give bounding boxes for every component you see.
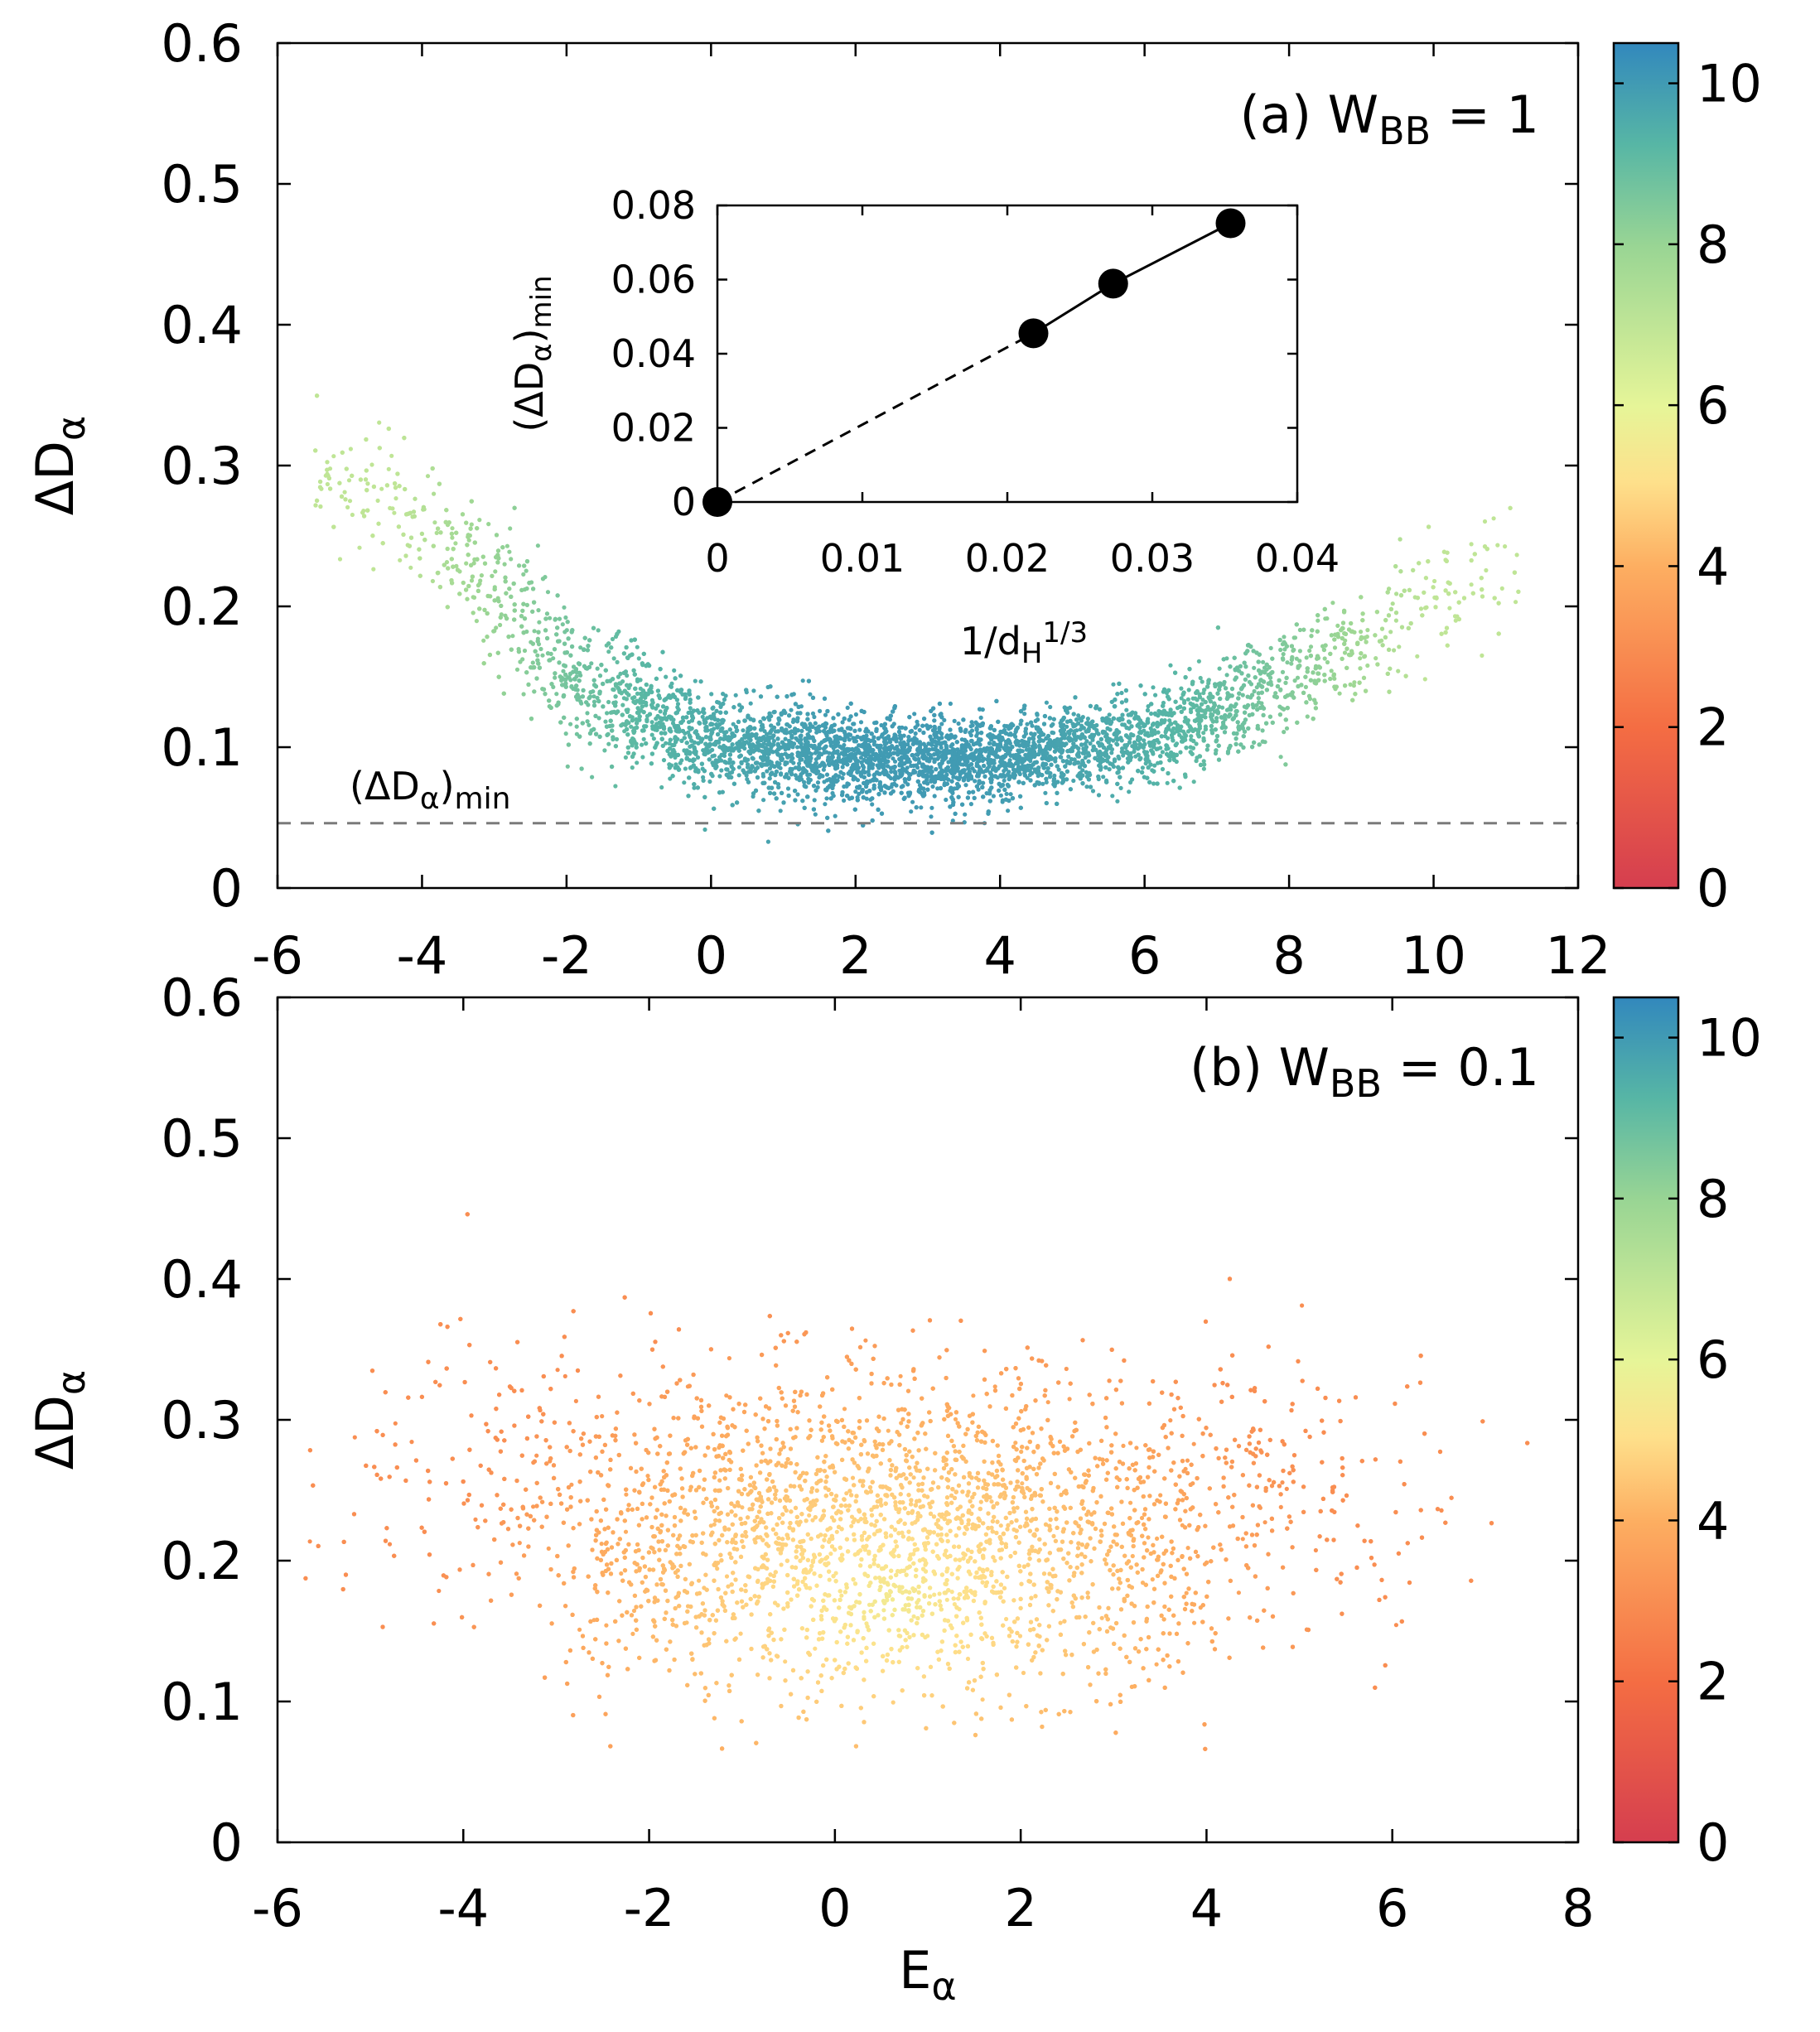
colorbar-tick-label: 4 <box>1697 536 1729 596</box>
panel-b-axes: -6 -4 -2 0 2 4 6 8 0 0.1 0.2 0.3 0.4 0.5 0.6 <box>161 968 1594 1938</box>
inset-background <box>717 205 1297 502</box>
colorbar-a-ticks: 0 2 4 6 8 10 <box>1614 54 1762 919</box>
colorbar-tick-label: 8 <box>1697 1169 1729 1229</box>
min-threshold-label: (ΔDα)min <box>350 764 510 816</box>
colorbar-tick-label: 2 <box>1697 697 1729 758</box>
x-tick-label: 2 <box>839 925 871 986</box>
colorbar-tick-label: 6 <box>1697 1330 1729 1390</box>
panel-a: (ΔDα)min -6 -4 -2 0 2 4 6 8 10 12 0 0.1 0.2 0.3 0.4 0.5… <box>25 13 1762 986</box>
inset-ylabel: (ΔDα)min <box>507 275 558 432</box>
x-tick-label: 8 <box>1562 1878 1594 1938</box>
colorbar-tick-label: 6 <box>1697 375 1729 436</box>
x-tick-label: 0 <box>695 925 727 986</box>
y-tick-label: 0.02 <box>611 406 696 451</box>
panel-a-axes: -6 -4 -2 0 2 4 6 8 10 12 0 0.1 0.2 0.3 0.4 0.5 0.6 <box>161 13 1610 986</box>
x-tick-label: 0 <box>705 536 729 581</box>
x-tick-label: 8 <box>1272 925 1305 986</box>
panel-b-scatter <box>303 1212 1530 1751</box>
y-tick-label: 0.2 <box>161 577 243 637</box>
y-tick-label: 0 <box>672 480 696 524</box>
panel-a-label: (a) WBB = 1 <box>1240 84 1539 153</box>
inset-xlabel: 1/dH1/3 <box>960 616 1088 670</box>
panel-b-xlabel: Eα <box>899 1940 957 2009</box>
y-tick-label: 0.3 <box>161 436 243 496</box>
panel-a-ylabel: ΔDα <box>25 416 94 515</box>
inset-points <box>702 208 1246 517</box>
x-tick-label: 0.04 <box>1255 536 1340 581</box>
x-tick-label: 2 <box>1004 1878 1036 1938</box>
y-tick-label: 0.6 <box>161 13 243 74</box>
x-tick-label: -6 <box>252 1878 303 1938</box>
colorbar-tick-label: 10 <box>1697 1008 1762 1069</box>
colorbar-a <box>1612 41 1680 890</box>
x-tick-label: 0.03 <box>1110 536 1195 581</box>
x-tick-label: -4 <box>437 1878 489 1938</box>
y-tick-label: 0.08 <box>611 183 696 228</box>
inset-data-point <box>1098 268 1128 299</box>
colorbar-tick-label: 4 <box>1697 1490 1729 1551</box>
x-tick-label: 0.02 <box>965 536 1050 581</box>
x-tick-label: -6 <box>252 925 303 986</box>
y-tick-label: 0.4 <box>161 1249 243 1310</box>
x-tick-label: 6 <box>1128 925 1161 986</box>
colorbar-tick-label: 0 <box>1697 858 1729 919</box>
colorbar-tick-label: 2 <box>1697 1652 1729 1712</box>
x-tick-label: 12 <box>1546 925 1611 986</box>
y-tick-label: 0 <box>210 858 243 919</box>
x-tick-label: 4 <box>1190 1878 1223 1938</box>
inset-axes: 0 0.01 0.02 0.03 0.04 0 0.02 0.04 0.06 0.08 <box>611 183 1340 581</box>
panel-b-label: (b) WBB = 0.1 <box>1190 1037 1539 1106</box>
y-tick-label: 0.5 <box>161 154 243 215</box>
x-tick-label: -4 <box>397 925 448 986</box>
y-tick-label: 0.06 <box>611 258 696 302</box>
inset-dashed-extrapolation <box>717 332 1035 504</box>
y-tick-label: 0 <box>210 1812 243 1873</box>
x-tick-label: 10 <box>1401 925 1466 986</box>
inset-frame <box>716 204 1299 504</box>
x-tick-label: 6 <box>1376 1878 1408 1938</box>
inset-plot: 0 0.01 0.02 0.03 0.04 0 0.02 0.04 0.06 0.08 1/dH1… <box>507 183 1340 670</box>
y-tick-label: 0.2 <box>161 1531 243 1591</box>
y-tick-label: 0.6 <box>161 968 243 1028</box>
x-tick-label: 0.01 <box>820 536 905 581</box>
y-tick-label: 0.04 <box>611 331 696 376</box>
y-tick-label: 0.3 <box>161 1390 243 1450</box>
x-tick-label: 4 <box>983 925 1016 986</box>
colorbar-b-ticks: 0 2 4 6 8 10 <box>1614 1008 1762 1873</box>
y-tick-label: 0.5 <box>161 1108 243 1169</box>
y-tick-label: 0.4 <box>161 295 243 355</box>
inset-data-point <box>1215 208 1246 239</box>
x-tick-label: -2 <box>541 925 592 986</box>
x-tick-label: -2 <box>624 1878 675 1938</box>
panel-b-ylabel: ΔDα <box>25 1370 94 1470</box>
x-tick-label: 0 <box>818 1878 851 1938</box>
y-tick-label: 0.1 <box>161 717 243 778</box>
colorbar-tick-label: 8 <box>1697 215 1729 275</box>
colorbar-tick-label: 0 <box>1697 1812 1729 1873</box>
panel-b-frame <box>276 996 1580 1844</box>
colorbar-b <box>1612 996 1680 1844</box>
colorbar-tick-label: 10 <box>1697 54 1762 114</box>
y-tick-label: 0.1 <box>161 1672 243 1732</box>
panel-a-scatter <box>313 393 1521 844</box>
inset-data-point <box>1018 318 1049 349</box>
panel-b: -6 -4 -2 0 2 4 6 8 0 0.1 0.2 0.3 0.4 0.5 0.6 (b) WBB =… <box>25 968 1762 2009</box>
